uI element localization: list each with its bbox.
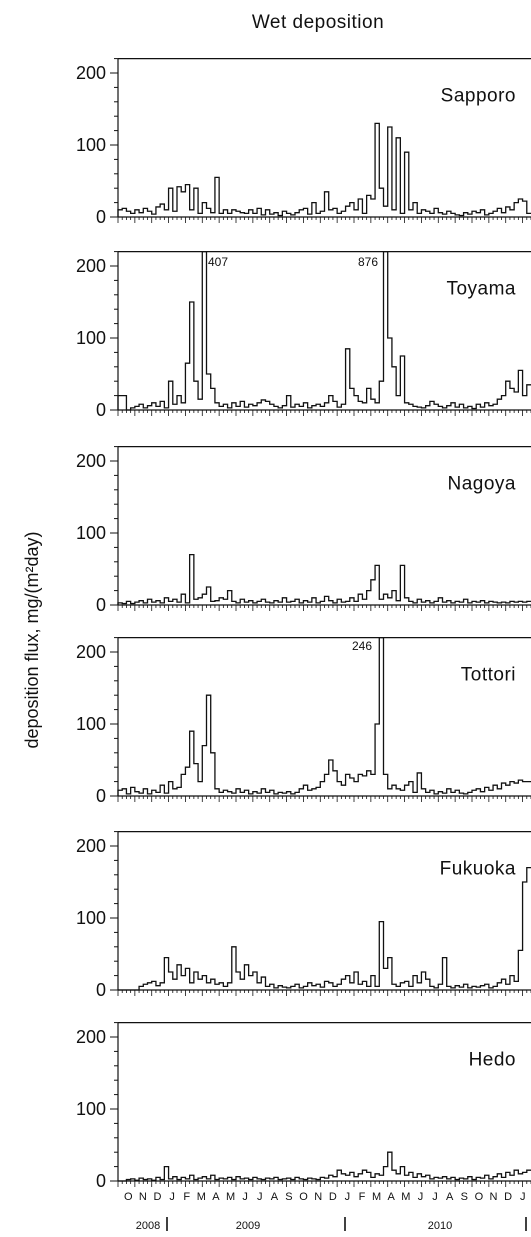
station-label: Hedo (469, 1050, 516, 1071)
station-label: Sapporo (441, 86, 516, 107)
y-tick-label: 200 (76, 256, 106, 276)
panel-fukuoka: 0 100 200 Fukuoka (76, 830, 531, 1000)
month-label: O (124, 1191, 133, 1203)
station-label: Nagoya (448, 474, 517, 495)
month-label: M (197, 1191, 206, 1203)
y-tick-label: 100 (76, 523, 106, 543)
y-tick-label: 200 (76, 642, 106, 662)
month-label: N (139, 1191, 147, 1203)
y-tick-label: 100 (76, 714, 106, 734)
series-line-toyama (117, 250, 531, 411)
station-label: Tottori (461, 665, 516, 686)
month-label: S (285, 1191, 292, 1203)
month-label: N (490, 1191, 498, 1203)
panel-nagoya: 0 100 200 Nagoya (76, 446, 531, 615)
y-tick-label: 200 (76, 1027, 106, 1047)
y-tick-label: 100 (76, 908, 106, 928)
month-label: J (242, 1191, 248, 1203)
month-label: J (432, 1191, 438, 1203)
peak-annotation: 407 (208, 255, 228, 269)
y-tick-label: 0 (96, 400, 106, 420)
month-label: M (226, 1191, 235, 1203)
y-tick-label: 0 (96, 1171, 106, 1191)
y-tick-label: 200 (76, 63, 106, 83)
month-label: A (446, 1191, 454, 1203)
y-tick-label: 100 (76, 328, 106, 348)
panel-hedo: 0 100 200 Hedo (76, 1021, 531, 1191)
series-line-hedo (118, 1151, 531, 1182)
y-tick-label: 200 (76, 451, 106, 471)
panels-group: 0 100 200 Sapporo 0 100 200 Toyama 407 876 0 100 200… (76, 57, 531, 1191)
month-label: O (475, 1191, 484, 1203)
year-label: 2008 (136, 1220, 160, 1232)
y-tick-label: 100 (76, 1099, 106, 1119)
month-label: M (372, 1191, 381, 1203)
month-label: S (461, 1191, 468, 1203)
month-label: J (169, 1191, 175, 1203)
year-label: 2009 (236, 1220, 260, 1232)
y-tick-label: 100 (76, 135, 106, 155)
month-label: D (504, 1191, 512, 1203)
month-label: N (314, 1191, 322, 1203)
y-tick-label: 0 (96, 207, 106, 227)
chart-title: Wet deposition (252, 12, 384, 33)
month-label: J (418, 1191, 424, 1203)
month-label: F (183, 1191, 190, 1203)
station-label: Toyama (446, 279, 516, 300)
y-axis-label: deposition flux, mg/(m²day) (22, 531, 42, 748)
month-label: J (345, 1191, 351, 1203)
series-line-fukuoka (118, 866, 531, 991)
year-label: 2010 (428, 1220, 452, 1232)
month-label: A (212, 1191, 220, 1203)
station-label: Fukuoka (440, 859, 516, 880)
panel-tottori: 0 100 200 Tottori 246 (76, 636, 531, 806)
month-label: F (359, 1191, 366, 1203)
panel-sapporo: 0 100 200 Sapporo (76, 57, 531, 227)
month-label: A (388, 1191, 396, 1203)
month-label: M (401, 1191, 410, 1203)
month-label: O (299, 1191, 308, 1203)
peak-annotation: 876 (358, 255, 378, 269)
y-tick-label: 0 (96, 595, 106, 615)
y-tick-label: 200 (76, 836, 106, 856)
y-tick-label: 0 (96, 980, 106, 1000)
peak-annotation: 246 (352, 639, 372, 653)
month-label: A (271, 1191, 279, 1203)
series-line-tottori (117, 636, 531, 796)
series-line-sapporo (117, 122, 531, 217)
month-label: D (154, 1191, 162, 1203)
month-label: J (257, 1191, 263, 1203)
series-line-nagoya (117, 553, 531, 605)
panel-toyama: 0 100 200 Toyama 407 876 (76, 250, 531, 420)
y-tick-label: 0 (96, 786, 106, 806)
month-label: D (329, 1191, 337, 1203)
month-label: J (520, 1191, 526, 1203)
